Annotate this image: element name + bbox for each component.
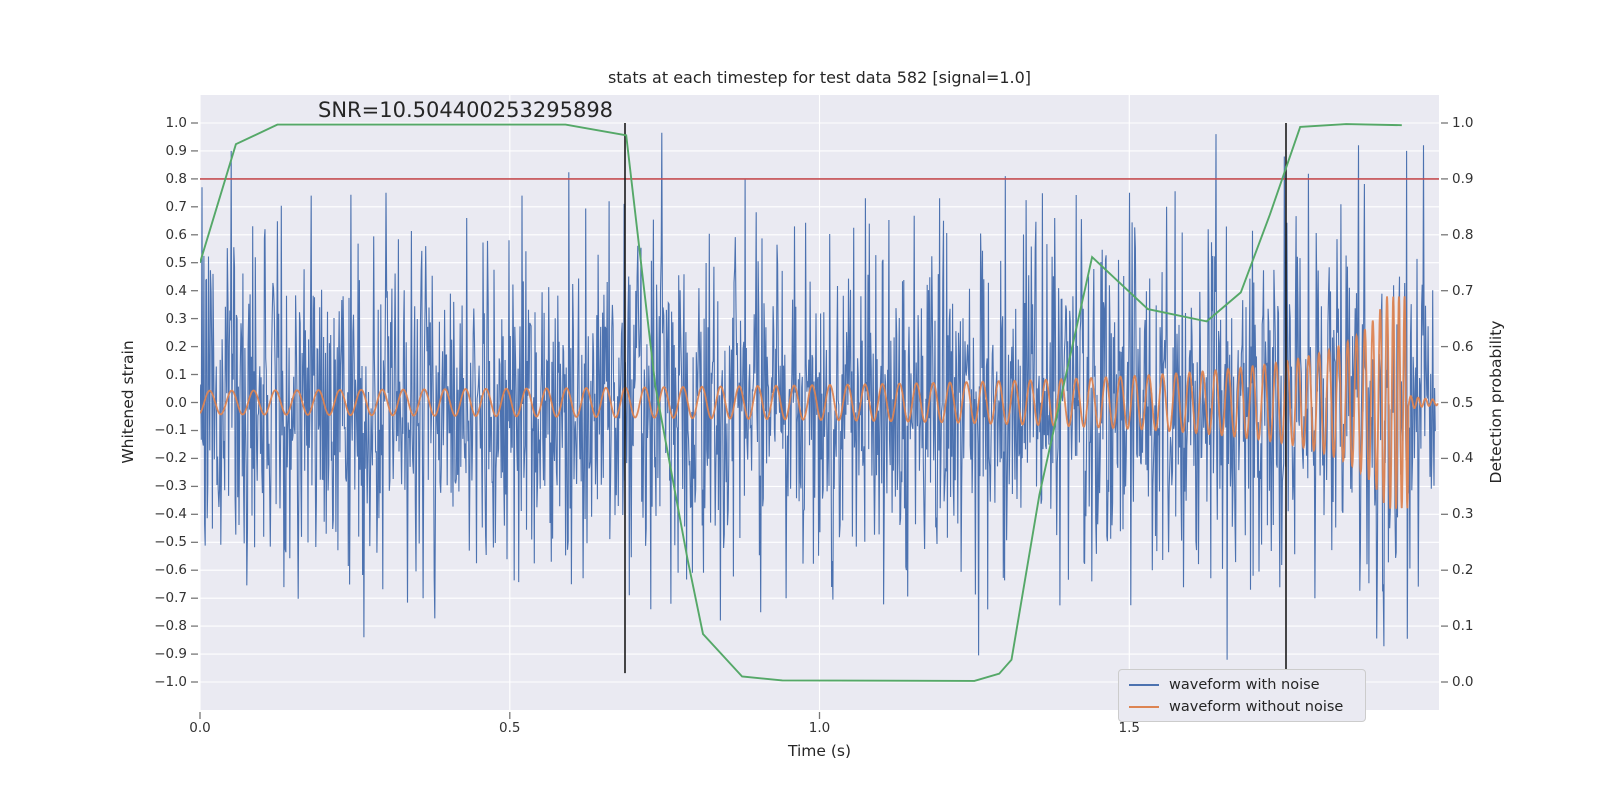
y-right-tick-label: 0.4 — [1452, 450, 1474, 467]
legend-item-with-noise: waveform with noise — [1129, 675, 1355, 694]
y-left-tick-label: 0.5 — [165, 254, 187, 271]
y-left-tick-label: 0.2 — [165, 338, 187, 355]
legend-line-swatch-blue — [1129, 683, 1159, 686]
y-left-tick-label: 0.9 — [165, 142, 187, 159]
x-tick-label: 0.5 — [499, 720, 521, 736]
y-left-tick-label: −1.0 — [154, 674, 187, 691]
legend-line-swatch-orange — [1129, 705, 1159, 708]
y-right-tick-label: 0.3 — [1452, 506, 1474, 523]
y-left-tick-label: 0.3 — [165, 310, 187, 327]
y-right-tick-label: 0.9 — [1452, 170, 1474, 187]
y-left-tick-label: −0.8 — [154, 618, 187, 635]
y-right-tick-label: 0.1 — [1452, 618, 1474, 635]
y-left-tick-label: −0.6 — [154, 562, 187, 579]
y-left-tick-label: −0.2 — [154, 450, 187, 467]
series-waveform-without-noise — [200, 296, 1439, 509]
y-left-tick-label: 0.4 — [165, 282, 187, 299]
snr-annotation: SNR=10.504400253295898 — [318, 98, 614, 122]
y-right-tick-label: 0.7 — [1452, 282, 1474, 299]
y-left-tick-label: 0.6 — [165, 226, 187, 243]
y-right-tick-label: 0.2 — [1452, 562, 1474, 579]
y-left-tick-label: 0.7 — [165, 198, 187, 215]
y-right-tick-label: 0.5 — [1452, 394, 1474, 411]
y-left-tick-label: 1.0 — [165, 114, 187, 131]
y-left-tick-label: −0.7 — [154, 590, 187, 607]
y-right-tick-label: 0.8 — [1452, 226, 1474, 243]
x-tick-label: 1.0 — [808, 720, 831, 736]
y-right-tick-label: 1.0 — [1452, 114, 1474, 131]
y-right-tick-label: 0.6 — [1452, 338, 1474, 355]
x-tick-label: 1.5 — [1118, 720, 1140, 736]
x-axis-label: Time (s) — [787, 742, 852, 760]
y-left-tick-label: −0.9 — [154, 646, 187, 663]
y-right-tick-label: 0.0 — [1452, 674, 1474, 691]
legend-label: waveform with noise — [1169, 676, 1320, 693]
y-axis-label-left: Whitened strain — [119, 340, 137, 464]
y-left-tick-label: −0.5 — [154, 534, 187, 551]
legend-label: waveform without noise — [1169, 698, 1344, 715]
y-left-tick-label: −0.4 — [154, 506, 187, 523]
y-left-tick-label: −0.3 — [154, 478, 187, 495]
x-tick-label: 0.0 — [189, 720, 211, 736]
chart-title: stats at each timestep for test data 582… — [607, 68, 1032, 87]
legend: waveform with noise waveform without noi… — [1118, 669, 1366, 722]
y-left-tick-label: 0.1 — [165, 366, 187, 383]
y-left-tick-label: 0.0 — [165, 394, 187, 411]
y-left-tick-label: −0.1 — [154, 422, 187, 439]
y-left-tick-label: 0.8 — [165, 170, 187, 187]
tick-marks — [191, 122, 1448, 719]
series-detection-probability — [200, 123, 1402, 682]
legend-item-without-noise: waveform without noise — [1129, 697, 1355, 716]
